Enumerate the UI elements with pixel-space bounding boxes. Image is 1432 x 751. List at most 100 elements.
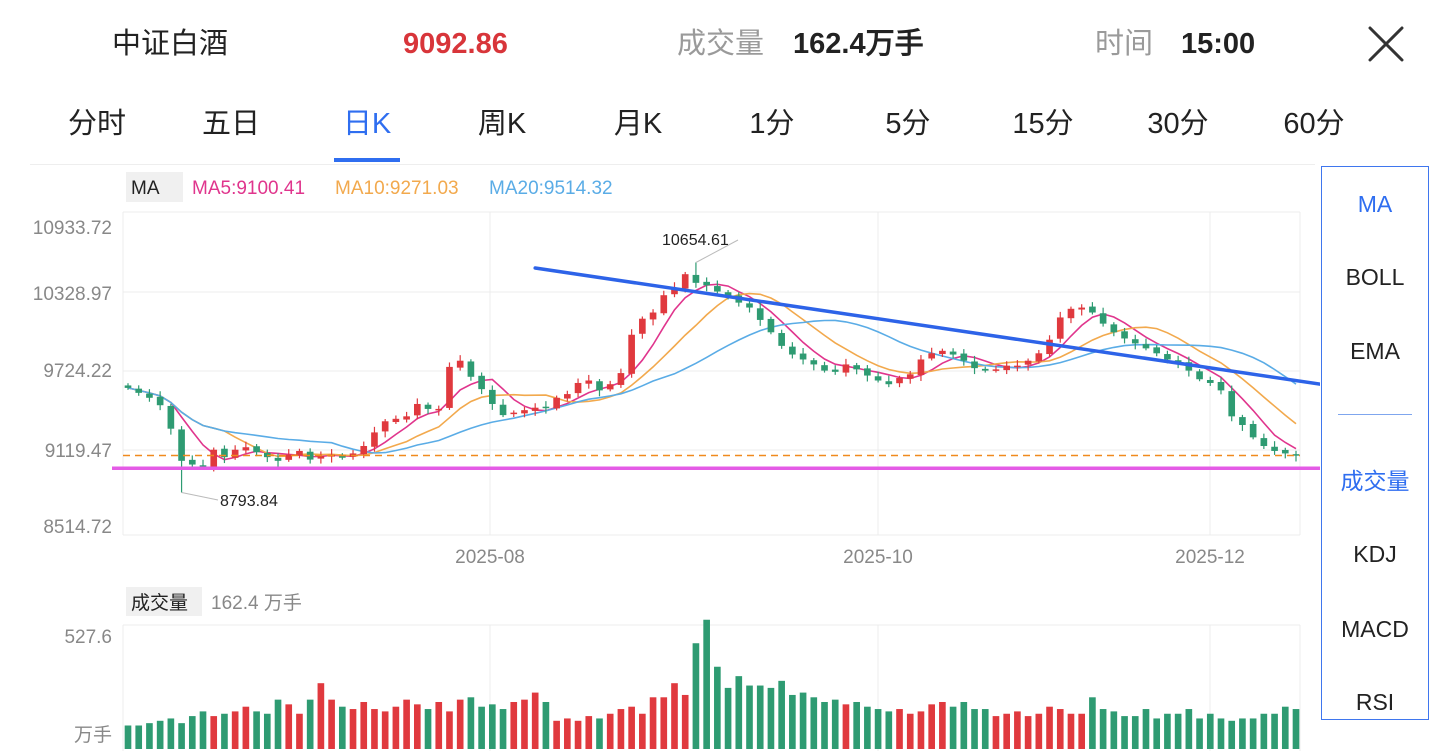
candle-body <box>478 375 485 390</box>
volume-bar <box>392 706 400 749</box>
volume-bar <box>146 723 153 749</box>
volume-unit: 万手 <box>74 724 112 746</box>
volume-bar <box>1110 711 1118 749</box>
candle-body <box>499 404 507 416</box>
candle-body <box>885 381 893 385</box>
tab-weekly-k[interactable]: 周K <box>477 108 527 140</box>
volume-label: 成交量 <box>677 28 765 60</box>
volume-bar <box>681 694 689 749</box>
candle-body <box>574 382 582 394</box>
candle-body <box>156 396 164 406</box>
candle-body <box>1067 308 1075 319</box>
candle-body <box>1239 417 1246 425</box>
candle-body <box>317 455 325 459</box>
resistance-trendline <box>533 266 1320 386</box>
volume-bar <box>735 676 743 749</box>
candle-body <box>799 353 807 360</box>
volume-bar <box>381 711 389 749</box>
candle-body <box>542 406 550 409</box>
volume-bar <box>1196 718 1203 749</box>
indicator-rsi[interactable]: RSI <box>1355 689 1395 715</box>
tab-intraday[interactable]: 分时 <box>67 108 126 140</box>
kline-chart[interactable]: MA MA5:9100.41 MA10:9271.03 MA20:9514.32… <box>0 0 1320 751</box>
candle-body <box>585 380 593 384</box>
volume-bars <box>124 619 1300 749</box>
tab-five-day[interactable]: 五日 <box>201 108 260 140</box>
candle-body <box>692 274 700 283</box>
volume-bar <box>853 701 860 749</box>
indicator-divider <box>1338 414 1412 415</box>
candle-body <box>767 318 775 333</box>
candle-body <box>1217 381 1225 391</box>
volume-bar <box>435 701 443 749</box>
close-icon[interactable] <box>1362 22 1410 66</box>
low-price-label: 8793.84 <box>220 493 278 510</box>
candle-body <box>1014 365 1021 368</box>
candle-body <box>896 378 903 384</box>
candle-body <box>456 360 464 368</box>
candle-body <box>360 446 368 455</box>
volume-bar <box>403 699 410 749</box>
candle-body <box>296 450 303 456</box>
candle-body <box>253 446 260 453</box>
candle-body <box>917 359 925 376</box>
volume-bar <box>1131 716 1139 749</box>
candle-body <box>874 376 882 381</box>
volume-bar <box>906 713 914 749</box>
volume-bar <box>874 709 882 749</box>
high-price-label: 10654.61 <box>662 232 729 249</box>
volume-bar <box>778 680 785 749</box>
volume-bar <box>1142 709 1150 749</box>
candle-body <box>928 353 935 359</box>
volume-bar <box>703 619 710 749</box>
quote-header: 中证白酒 9092.86 成交量 162.4万手 时间 15:00 <box>0 0 1432 88</box>
indicator-ema[interactable]: EMA <box>1350 338 1400 364</box>
volume-bar <box>1046 706 1053 749</box>
tab-1min[interactable]: 1分 <box>749 108 795 140</box>
candle-body <box>221 448 228 458</box>
candle-body <box>510 412 518 415</box>
volume-bar <box>767 687 775 749</box>
candle-body <box>1206 379 1214 383</box>
volume-bar <box>585 716 593 749</box>
tab-60min[interactable]: 60分 <box>1283 108 1345 140</box>
volume-legend-tag: 成交量 <box>131 592 188 614</box>
volume-bar <box>917 711 925 749</box>
tab-5min[interactable]: 5分 <box>885 108 931 140</box>
volume-bar <box>1281 706 1289 749</box>
volume-bar <box>1067 713 1075 749</box>
tab-30min[interactable]: 30分 <box>1147 108 1209 140</box>
volume-bar <box>692 643 700 749</box>
tab-daily-k[interactable]: 日K <box>342 108 392 140</box>
volume-bar <box>1260 713 1268 749</box>
volume-bar <box>199 711 207 749</box>
volume-bar <box>992 716 1000 749</box>
ma-legend-tag: MA <box>131 178 160 199</box>
indicator-boll[interactable]: BOLL <box>1345 264 1405 290</box>
indicator-kdj[interactable]: KDJ <box>1353 541 1397 567</box>
candle-body <box>167 405 175 429</box>
ma-legend-tag-bg <box>126 172 183 202</box>
volume-max-tick: 527.6 <box>64 627 112 648</box>
tab-monthly-k[interactable]: 月K <box>613 108 663 140</box>
volume-bar <box>274 699 282 749</box>
candle-body <box>403 416 410 420</box>
candle-body <box>981 368 989 371</box>
ma20-line <box>127 319 1297 454</box>
volume-bar <box>649 697 657 749</box>
volume-bar <box>1089 697 1096 749</box>
indicator-ma[interactable]: MA <box>1357 191 1393 217</box>
candle-body <box>831 369 839 372</box>
volume-bar <box>1024 716 1032 749</box>
candle-body <box>649 312 657 320</box>
volume-bar <box>521 699 528 749</box>
volume-bar <box>617 709 625 749</box>
indicator-macd[interactable]: MACD <box>1341 616 1409 642</box>
tab-15min[interactable]: 15分 <box>1012 108 1074 140</box>
volume-bar <box>864 706 871 749</box>
indicator-volume[interactable]: 成交量 <box>1340 468 1410 494</box>
volume-bar <box>231 711 239 749</box>
volume-bar <box>210 716 218 749</box>
candle-body <box>853 365 860 370</box>
volume-legend-value: 162.4 万手 <box>211 592 302 614</box>
